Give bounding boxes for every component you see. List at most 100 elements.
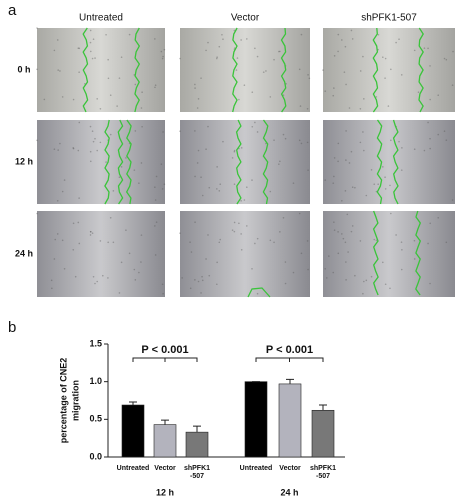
cell-speck <box>91 57 94 60</box>
panel-label: b <box>8 319 16 336</box>
cell-speck <box>216 261 218 264</box>
cell-speck <box>345 130 347 132</box>
cell-speck <box>50 279 53 282</box>
cell-speck <box>43 98 46 101</box>
cell-speck <box>92 140 95 143</box>
cell-speck <box>196 162 199 164</box>
wound-edge <box>376 119 383 205</box>
cell-speck <box>109 216 112 219</box>
cell-speck <box>163 48 166 51</box>
cell-speck <box>387 105 390 107</box>
cell-speck <box>437 94 440 97</box>
cell-speck <box>56 200 59 202</box>
cell-speck <box>451 84 454 86</box>
cell-speck <box>194 175 196 178</box>
significance-bracket <box>255 357 324 362</box>
cell-speck <box>218 45 221 48</box>
cell-speck <box>423 149 426 152</box>
wound-edge <box>418 27 424 113</box>
cell-speck <box>78 121 81 124</box>
cell-speck <box>345 83 347 86</box>
cell-speck <box>107 277 109 279</box>
column-header: Vector <box>231 13 260 24</box>
y-tick-label: 0.5 <box>89 414 102 424</box>
cell-speck <box>181 277 183 279</box>
cell-speck <box>251 268 253 270</box>
cell-speck <box>427 47 429 50</box>
cell-speck <box>284 282 287 285</box>
cell-speck <box>375 239 378 242</box>
cell-speck <box>162 55 164 58</box>
cell-speck <box>125 157 127 159</box>
cell-speck <box>54 238 57 241</box>
cell-speck <box>200 77 202 79</box>
cell-speck <box>306 240 309 242</box>
cell-speck <box>240 233 242 235</box>
x-tick-label: Untreated <box>116 465 150 472</box>
cell-speck <box>359 141 362 144</box>
cell-speck <box>218 190 221 192</box>
micrograph <box>180 120 310 204</box>
cell-speck <box>348 107 351 109</box>
cell-speck <box>307 74 309 76</box>
cell-speck <box>278 163 280 165</box>
cell-speck <box>298 212 301 215</box>
cell-speck <box>109 94 112 97</box>
cell-speck <box>452 50 454 53</box>
bar <box>185 431 209 458</box>
cell-speck <box>348 162 351 164</box>
cell-speck <box>189 241 191 243</box>
cell-speck <box>308 77 311 80</box>
cell-speck <box>216 166 218 168</box>
cell-speck <box>307 169 309 171</box>
y-axis-label: migration <box>70 380 80 421</box>
cell-speck <box>375 96 378 98</box>
cell-speck <box>120 56 123 58</box>
cell-speck <box>345 159 347 161</box>
y-tick-label: 0.0 <box>89 451 102 461</box>
wound-edge <box>372 210 379 296</box>
micrograph <box>180 28 310 112</box>
cell-speck <box>194 83 196 86</box>
cell-speck <box>141 91 143 94</box>
cell-speck <box>205 49 207 52</box>
cell-speck <box>219 183 222 186</box>
cell-speck <box>125 229 127 231</box>
cell-speck <box>89 234 92 236</box>
cell-speck <box>179 57 181 60</box>
cell-speck <box>189 287 192 290</box>
cell-speck <box>251 125 254 128</box>
cell-speck <box>161 188 164 190</box>
cell-speck <box>89 150 92 153</box>
cell-speck <box>365 194 368 197</box>
cell-speck <box>222 140 224 143</box>
cell-speck <box>99 108 102 110</box>
cell-speck <box>91 232 94 234</box>
cell-speck <box>107 58 109 61</box>
cell-speck <box>370 275 373 278</box>
cell-speck <box>77 47 80 49</box>
wound-edge <box>392 119 399 205</box>
cell-speck <box>390 212 392 215</box>
cell-speck <box>233 150 236 153</box>
bar <box>121 404 145 458</box>
cell-speck <box>160 163 163 165</box>
cell-speck <box>429 282 431 285</box>
cell-speck <box>154 199 157 201</box>
cell-speck <box>279 50 281 53</box>
row-label: 12 h <box>15 156 33 166</box>
cell-speck <box>233 149 236 152</box>
cell-speck <box>200 292 202 294</box>
cell-speck <box>238 222 240 225</box>
cell-speck <box>238 98 240 101</box>
cell-speck <box>112 190 115 192</box>
cell-speck <box>300 252 303 255</box>
cell-speck <box>363 280 365 283</box>
cell-speck <box>429 137 431 140</box>
cell-speck <box>154 225 156 227</box>
x-tick-label: Vector <box>154 465 176 472</box>
wound-edge <box>415 210 422 296</box>
cell-speck <box>437 216 440 219</box>
cell-speck <box>429 147 431 150</box>
cell-speck <box>205 258 207 260</box>
